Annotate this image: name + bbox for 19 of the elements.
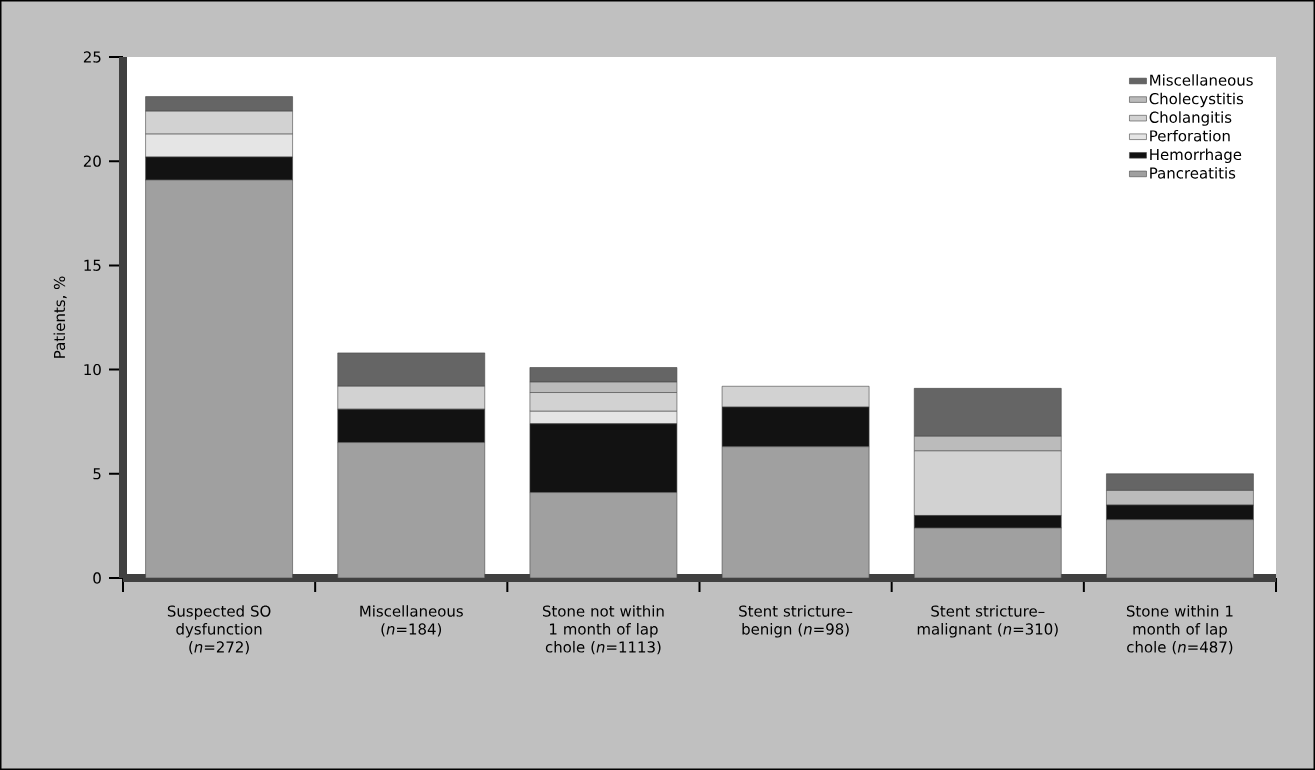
x-tick-label: Stone not within 1 month of lap chole (n=1113): [542, 605, 664, 655]
y-tick-label: 0: [93, 572, 101, 584]
legend-label: Perforation: [1150, 129, 1230, 142]
y-tick-label: 10: [84, 363, 101, 376]
y-tick-label: 5: [93, 468, 101, 480]
legend-label: Cholecystitis: [1149, 92, 1244, 108]
x-tick-label: Stent stricture–benign (n=98): [739, 605, 853, 638]
y-tick-label: 25: [83, 51, 101, 63]
legend-label: Miscellaneous: [1150, 74, 1253, 86]
legend-label: Cholangitis: [1149, 111, 1232, 126]
y-tick-label: 20: [83, 155, 101, 167]
legend-label: Pancreatitis: [1150, 167, 1236, 179]
x-tick-label: Suspected SO dysfunction (n=272): [167, 605, 271, 655]
y-tick-label: 15: [84, 259, 101, 271]
y-axis-title: Patients, %: [53, 276, 67, 358]
x-tick-label: Stone within 1 month of lap chole (n=487): [1126, 605, 1233, 655]
legend-label: Hemorrhage: [1150, 148, 1242, 163]
x-tick-label: Miscellaneous (n=184): [360, 605, 463, 637]
x-tick-label: Stent stricture–malignant (n=310): [917, 605, 1058, 638]
